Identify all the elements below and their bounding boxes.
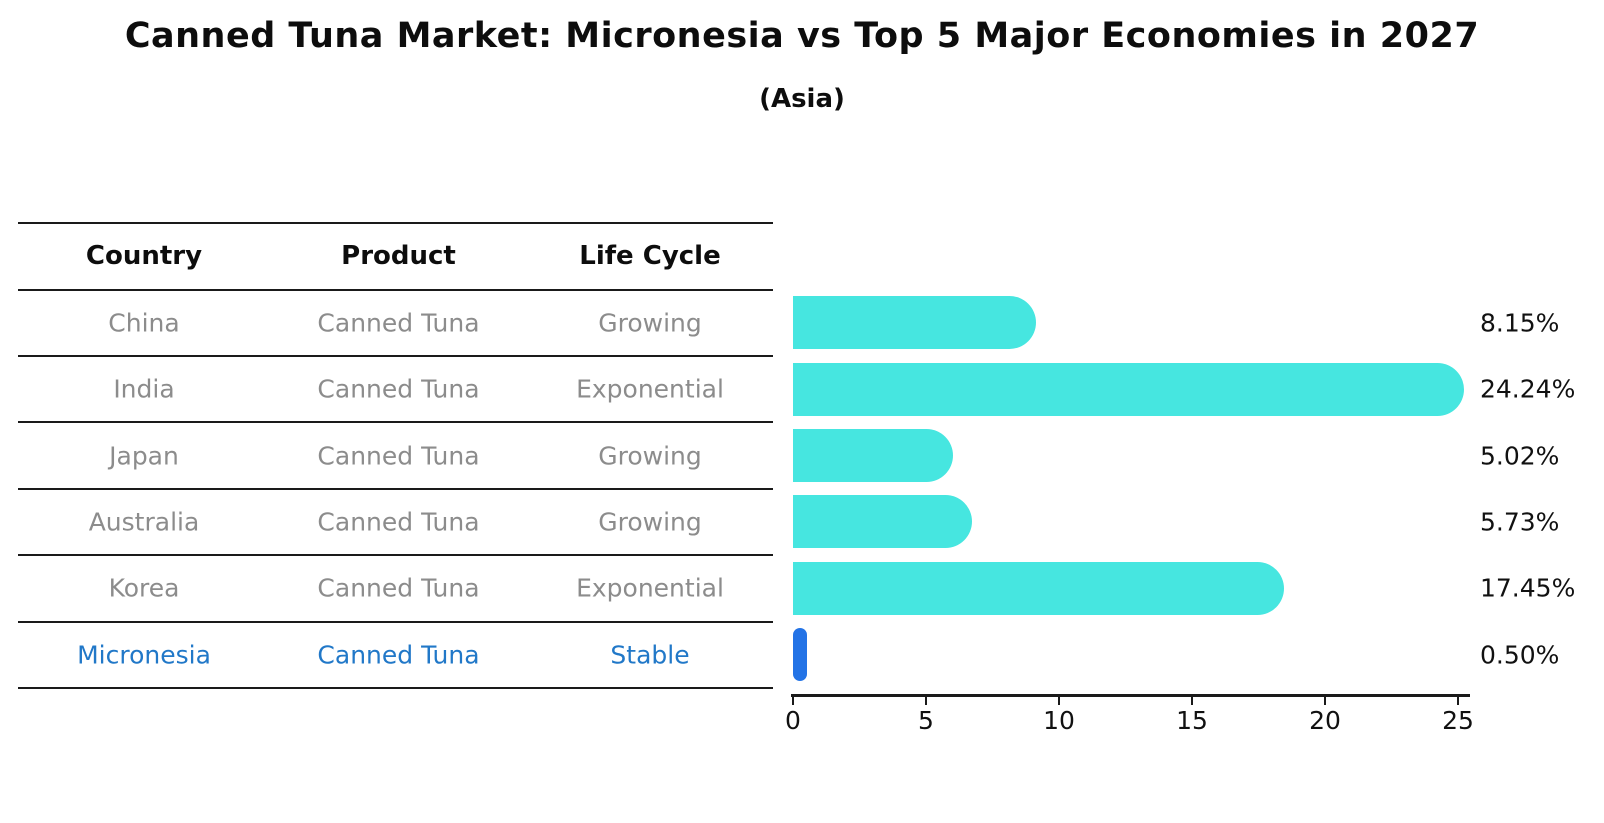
- bar-value-label: 17.45%: [1480, 573, 1576, 603]
- bar-india: [793, 362, 1465, 416]
- bar-japan: [793, 429, 954, 482]
- table-rule: [18, 354, 773, 357]
- table-cell-product: Canned Tuna: [317, 441, 480, 470]
- bar-value-label: 5.73%: [1480, 507, 1560, 537]
- table-cell-country: Korea: [108, 573, 180, 603]
- table-rule: [18, 487, 773, 490]
- table-rule: [18, 222, 773, 224]
- table-cell-country: Australia: [88, 507, 200, 537]
- x-axis-tick: [1190, 695, 1194, 705]
- table-cell-life_cycle: Growing: [598, 308, 702, 338]
- table-rule: [18, 686, 773, 689]
- table-cell-life_cycle: Exponential: [576, 573, 724, 603]
- bar-korea: [793, 561, 1284, 615]
- table-cell-product: Canned Tuna: [317, 374, 480, 404]
- table-cell-country: China: [108, 308, 180, 338]
- x-axis-tick-label: 5: [918, 706, 934, 735]
- x-axis-tick: [924, 695, 928, 705]
- x-axis-tick-label: 20: [1309, 706, 1341, 735]
- bar-china: [793, 296, 1037, 350]
- table-cell-life_cycle: Exponential: [576, 374, 724, 404]
- x-axis-tick-label: 25: [1442, 706, 1474, 735]
- table-rule: [18, 288, 773, 291]
- table-header-product: Product: [341, 241, 456, 272]
- x-axis-tick-label: 0: [785, 706, 801, 735]
- chart-title: Canned Tuna Market: Micronesia vs Top 5 …: [124, 16, 1480, 56]
- bar-value-label: 0.50%: [1480, 640, 1560, 670]
- table-cell-product: Canned Tuna: [317, 640, 480, 670]
- table-rule: [18, 554, 773, 557]
- bar-australia: [793, 495, 972, 549]
- table-rule: [18, 620, 773, 623]
- table-cell-life_cycle: Growing: [598, 441, 702, 470]
- table-cell-life_cycle: Stable: [610, 640, 690, 670]
- x-axis-tick: [1456, 695, 1460, 705]
- x-axis-line: [791, 694, 1470, 697]
- table-cell-country: India: [113, 374, 175, 404]
- table-header-country: Country: [85, 241, 203, 272]
- x-axis-tick: [1323, 695, 1327, 705]
- x-axis-tick-label: 15: [1176, 706, 1208, 735]
- table-cell-country: Micronesia: [77, 640, 211, 670]
- bar-value-label: 5.02%: [1480, 441, 1560, 470]
- bar-value-label: 8.15%: [1480, 308, 1560, 338]
- table-cell-country: Japan: [109, 441, 179, 470]
- x-axis-tick: [1057, 695, 1061, 705]
- table-rule: [18, 421, 773, 424]
- bar-value-label: 24.24%: [1480, 374, 1576, 404]
- x-axis-tick: [791, 695, 795, 705]
- table-header-life-cycle: Life Cycle: [579, 241, 721, 272]
- table-cell-product: Canned Tuna: [317, 308, 480, 338]
- bar-micronesia: [793, 628, 807, 682]
- table-cell-life_cycle: Growing: [598, 507, 702, 537]
- chart-subtitle: (Asia): [759, 84, 845, 114]
- x-axis-tick-label: 10: [1043, 706, 1075, 735]
- table-cell-product: Canned Tuna: [317, 507, 480, 537]
- table-cell-product: Canned Tuna: [317, 573, 480, 603]
